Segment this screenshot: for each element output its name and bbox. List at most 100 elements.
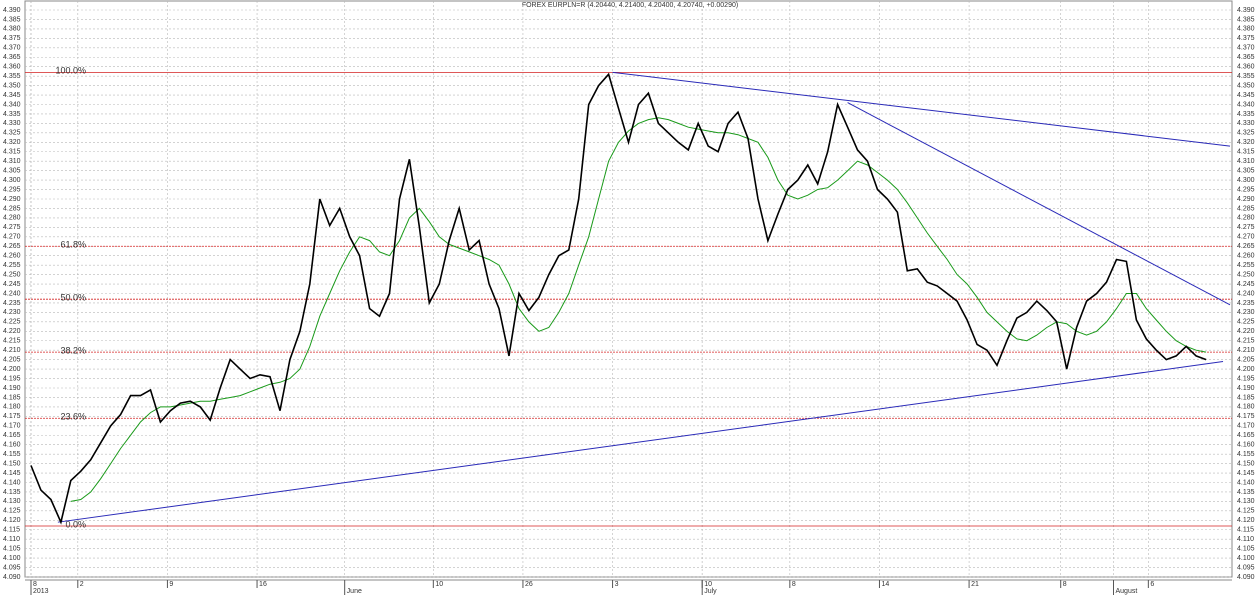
y-tick-label-right: 4.195 xyxy=(1237,375,1255,382)
y-tick-label: 4.385 xyxy=(3,16,21,23)
y-tick-label: 4.135 xyxy=(3,489,21,496)
y-tick-label-right: 4.155 xyxy=(1237,451,1255,458)
plot-frame xyxy=(24,0,1233,578)
y-tick-label-right: 4.350 xyxy=(1237,82,1255,89)
y-tick-label-right: 4.340 xyxy=(1237,101,1255,108)
y-tick-label-right: 4.385 xyxy=(1237,16,1255,23)
y-tick-label-right: 4.135 xyxy=(1237,489,1255,496)
y-tick-label: 4.235 xyxy=(3,300,21,307)
y-tick-label-right: 4.285 xyxy=(1237,205,1255,212)
y-tick-label: 4.240 xyxy=(3,290,21,297)
y-tick-label-right: 4.100 xyxy=(1237,555,1255,562)
y-tick-label: 4.095 xyxy=(3,564,21,571)
y-tick-label-right: 4.260 xyxy=(1237,253,1255,260)
y-tick-label: 4.185 xyxy=(3,394,21,401)
y-tick-label-right: 4.230 xyxy=(1237,309,1255,316)
y-tick-label: 4.255 xyxy=(3,262,21,269)
chart-title: FOREX EURPLN=R (4.20440, 4.21400, 4.2040… xyxy=(522,2,738,9)
y-tick-label-right: 4.365 xyxy=(1237,54,1255,61)
y-tick-label-right: 4.210 xyxy=(1237,347,1255,354)
y-tick-label-right: 4.215 xyxy=(1237,338,1255,345)
y-tick-label: 4.260 xyxy=(3,253,21,260)
y-tick-label: 4.220 xyxy=(3,328,21,335)
y-tick-label-right: 4.165 xyxy=(1237,432,1255,439)
y-tick-label-right: 4.280 xyxy=(1237,215,1255,222)
x-tick-label: 8 xyxy=(33,581,37,588)
y-tick-label-right: 4.240 xyxy=(1237,290,1255,297)
trendline xyxy=(57,361,1224,523)
y-tick-label-right: 4.360 xyxy=(1237,64,1255,71)
x-tick-label: 10 xyxy=(704,581,712,588)
y-tick-label-right: 4.275 xyxy=(1237,224,1255,231)
y-tick-label-right: 4.175 xyxy=(1237,413,1255,420)
y-tick-label: 4.315 xyxy=(3,149,21,156)
month-label: July xyxy=(704,588,717,595)
y-tick-label-right: 4.380 xyxy=(1237,26,1255,33)
y-tick-label: 4.355 xyxy=(3,73,21,80)
y-tick-label-right: 4.130 xyxy=(1237,498,1255,505)
y-tick-label: 4.165 xyxy=(3,432,21,439)
fib-label: 23.6% xyxy=(60,412,86,422)
y-tick-label: 4.100 xyxy=(3,555,21,562)
y-tick-label-right: 4.115 xyxy=(1237,527,1254,534)
x-tick-label: 9 xyxy=(169,581,173,588)
y-tick-label: 4.370 xyxy=(3,45,21,52)
y-tick-label-right: 4.265 xyxy=(1237,243,1255,250)
y-tick-label: 4.350 xyxy=(3,82,21,89)
fib-label: 50.0% xyxy=(60,293,86,303)
x-tick-label: 8 xyxy=(1063,581,1067,588)
trendline xyxy=(847,102,1231,306)
y-tick-label: 4.250 xyxy=(3,271,21,278)
y-tick-label-right: 4.320 xyxy=(1237,139,1255,146)
y-tick-label-right: 4.120 xyxy=(1237,517,1255,524)
y-tick-label-right: 4.295 xyxy=(1237,186,1255,193)
x-tick-label: 8 xyxy=(792,581,796,588)
y-tick-label: 4.110 xyxy=(3,536,20,543)
y-tick-label-right: 4.190 xyxy=(1237,385,1255,392)
y-tick-label: 4.380 xyxy=(3,26,21,33)
y-tick-label-right: 4.160 xyxy=(1237,442,1255,449)
y-tick-label-right: 4.110 xyxy=(1237,536,1254,543)
x-tick-label: 14 xyxy=(881,581,889,588)
y-tick-label-right: 4.345 xyxy=(1237,92,1255,99)
y-tick-label-right: 4.095 xyxy=(1237,564,1255,571)
month-label: June xyxy=(347,588,362,595)
y-tick-label: 4.295 xyxy=(3,186,21,193)
y-tick-label-right: 4.145 xyxy=(1237,470,1255,477)
y-tick-label: 4.375 xyxy=(3,35,21,42)
y-tick-label: 4.390 xyxy=(3,7,21,14)
y-tick-label-right: 4.180 xyxy=(1237,404,1255,411)
y-tick-label: 4.325 xyxy=(3,130,21,137)
y-tick-label: 4.090 xyxy=(3,574,21,581)
y-tick-label: 4.105 xyxy=(3,545,21,552)
fib-label: 61.8% xyxy=(60,240,86,250)
y-tick-label: 4.175 xyxy=(3,413,21,420)
y-tick-label: 4.150 xyxy=(3,460,21,467)
y-tick-label: 4.305 xyxy=(3,167,21,174)
y-tick-label: 4.345 xyxy=(3,92,21,99)
y-tick-label-right: 4.235 xyxy=(1237,300,1255,307)
fib-label: 0.0% xyxy=(65,519,86,529)
y-tick-label-right: 4.390 xyxy=(1237,7,1255,14)
y-tick-label: 4.115 xyxy=(3,527,20,534)
y-tick-label: 4.340 xyxy=(3,101,21,108)
y-tick-label-right: 4.105 xyxy=(1237,545,1255,552)
y-tick-label-right: 4.185 xyxy=(1237,394,1255,401)
y-tick-label: 4.310 xyxy=(3,158,21,165)
y-tick-label: 4.225 xyxy=(3,319,21,326)
x-tick-label: 10 xyxy=(435,581,443,588)
y-tick-label: 4.155 xyxy=(3,451,21,458)
y-tick-label-right: 4.220 xyxy=(1237,328,1255,335)
y-tick-label: 4.210 xyxy=(3,347,21,354)
y-tick-label-right: 4.375 xyxy=(1237,35,1255,42)
y-tick-label-right: 4.140 xyxy=(1237,479,1255,486)
y-tick-label: 4.360 xyxy=(3,64,21,71)
y-tick-label-right: 4.090 xyxy=(1237,574,1255,581)
y-tick-label: 4.160 xyxy=(3,442,21,449)
y-tick-label: 4.285 xyxy=(3,205,21,212)
moving-average xyxy=(70,117,1207,502)
y-tick-label-right: 4.170 xyxy=(1237,423,1255,430)
y-tick-label: 4.145 xyxy=(3,470,21,477)
y-tick-label-right: 4.325 xyxy=(1237,130,1255,137)
